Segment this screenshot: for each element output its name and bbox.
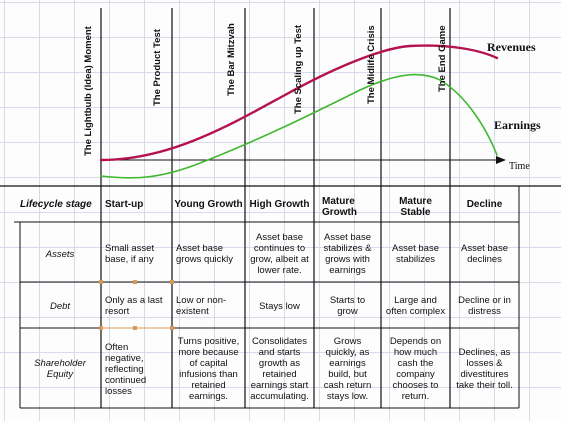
row-label-assets: Assets xyxy=(45,248,75,260)
equity-cell-high-growth: Consolidates and starts growth as retain… xyxy=(250,336,309,402)
assets-cell-mature-growth: Asset base stabilizes & grows with earni… xyxy=(323,232,372,276)
assets-cell-young-growth: Asset base grows quickly xyxy=(176,243,234,265)
connector-marker xyxy=(170,280,174,284)
stage-label-product-test: The Product Test xyxy=(152,29,163,106)
equity-cell-start-up: Often negative, reflecting continued los… xyxy=(105,341,147,397)
equity-cell-decline: Declines, as losses & divestitures take … xyxy=(456,347,513,391)
column-header-decline: Decline xyxy=(466,198,503,210)
debt-cell-mature-growth: Starts to grow xyxy=(329,295,366,317)
row-label-debt: Debt xyxy=(49,300,71,312)
assets-cell-start-up: Small asset base, if any xyxy=(105,243,155,265)
assets-cell-mature-stable: Asset base stabilizes xyxy=(392,243,439,265)
debt-cell-young-growth: Low or non- existent xyxy=(176,295,227,317)
equity-cell-mature-stable: Depends on how much cash the company cho… xyxy=(389,336,442,402)
column-header-young-growth: Young Growth xyxy=(174,198,243,210)
revenues-curve xyxy=(99,44,499,162)
column-header-start-up: Start-up xyxy=(105,198,144,210)
time-axis-arrow xyxy=(496,156,506,164)
column-header-mature-growth: Mature Growth xyxy=(322,196,357,218)
assets-cell-high-growth: Asset base continues to grow, albeit at … xyxy=(250,232,309,276)
stage-label-midlife-crisis: The Midlife Crisis xyxy=(366,25,377,104)
equity-cell-mature-growth: Grows quickly, as earnings build, but ca… xyxy=(323,336,372,402)
debt-cell-high-growth: Stays low xyxy=(259,300,300,312)
column-header-high-growth: High Growth xyxy=(249,198,310,210)
debt-cell-start-up: Only as a last resort xyxy=(105,295,163,317)
equity-cell-young-growth: Turns positive, more because of capital … xyxy=(177,336,240,402)
lifecycle-stage-header: Lifecycle stage xyxy=(20,198,92,210)
earnings-label: Earnings xyxy=(494,118,541,132)
stage-label-end-game: The End Game xyxy=(437,25,448,92)
stage-label-lightbulb: The Lightbulb (Idea) Moment xyxy=(83,26,94,156)
debt-cell-decline: Decline or in distress xyxy=(458,295,511,317)
connector-marker xyxy=(133,280,137,284)
column-header-mature-stable: Mature Stable xyxy=(399,196,432,218)
table-lines xyxy=(0,8,561,409)
time-axis-label: Time xyxy=(509,161,530,172)
row-label-shareholder-equity: Shareholder Equity xyxy=(34,358,86,380)
debt-cell-mature-stable: Large and often complex xyxy=(385,295,446,317)
chart-lines xyxy=(99,44,506,179)
connector-marker xyxy=(99,280,103,284)
stage-label-bar-mitzvah: The Bar Mitzvah xyxy=(226,23,237,96)
revenues-label: Revenues xyxy=(487,40,536,54)
earnings-curve xyxy=(100,73,498,179)
assets-cell-decline: Asset base declines xyxy=(461,243,508,265)
stage-label-scaling-up: The Scaling up Test xyxy=(293,24,304,114)
